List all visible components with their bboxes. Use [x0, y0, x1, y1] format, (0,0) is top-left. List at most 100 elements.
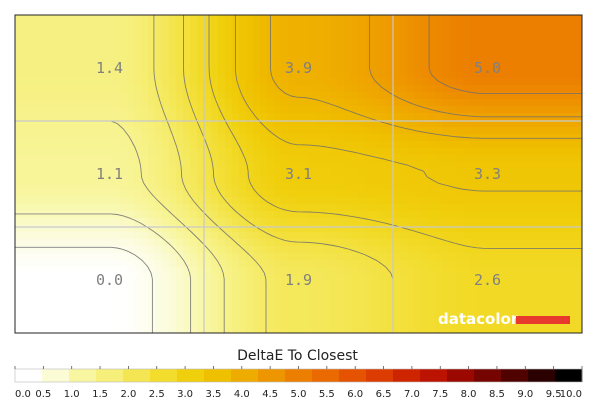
heat-cell — [155, 218, 163, 226]
heat-cell — [204, 92, 212, 100]
heat-cell — [78, 162, 86, 170]
heat-cell — [190, 43, 198, 51]
heat-cell — [204, 288, 212, 296]
heat-cell — [169, 281, 177, 289]
heat-cell — [148, 50, 156, 58]
heat-cell — [309, 141, 317, 149]
heat-cell — [358, 71, 366, 79]
heat-cell — [309, 29, 317, 37]
heat-cell — [253, 218, 261, 226]
heat-cell — [176, 50, 184, 58]
heat-cell — [372, 50, 380, 58]
heat-cell — [78, 288, 86, 296]
heat-cell — [575, 141, 582, 149]
heat-cell — [15, 106, 23, 114]
heat-cell — [197, 295, 205, 303]
heat-cell — [162, 211, 170, 219]
heat-cell — [134, 190, 142, 198]
heat-cell — [85, 316, 93, 324]
heat-cell — [561, 57, 569, 65]
heat-cell — [351, 57, 359, 65]
heat-cell — [533, 127, 541, 135]
heat-cell — [78, 295, 86, 303]
heat-cell — [239, 316, 247, 324]
heat-cell — [162, 57, 170, 65]
heat-cell — [246, 316, 254, 324]
heat-cell — [365, 204, 373, 212]
heat-cell — [302, 246, 310, 254]
heat-cell — [491, 99, 499, 107]
heat-cell — [575, 148, 582, 156]
heat-cell — [127, 169, 135, 177]
heat-cell — [316, 22, 324, 30]
brand-accent-bar — [516, 316, 570, 324]
heat-cell — [29, 57, 37, 65]
heat-cell — [85, 50, 93, 58]
heat-cell — [547, 36, 555, 44]
heat-cell — [540, 190, 548, 198]
heat-cell — [134, 78, 142, 86]
heat-cell — [351, 302, 359, 310]
heat-cell — [239, 71, 247, 79]
heat-cell — [505, 232, 513, 240]
heat-cell — [575, 204, 582, 212]
heat-cell — [491, 127, 499, 135]
heat-cell — [561, 218, 569, 226]
heat-cell — [561, 267, 569, 275]
heat-cell — [365, 239, 373, 247]
heat-cell — [505, 260, 513, 268]
heat-cell — [309, 281, 317, 289]
heat-cell — [36, 92, 44, 100]
heat-cell — [533, 288, 541, 296]
heat-cell — [267, 323, 275, 331]
heat-cell — [211, 22, 219, 30]
heat-cell — [330, 295, 338, 303]
heat-cell — [274, 323, 282, 331]
heat-cell — [22, 302, 30, 310]
heat-cell — [22, 197, 30, 205]
heat-cell — [190, 225, 198, 233]
heat-cell — [29, 15, 37, 23]
heat-cell — [323, 134, 331, 142]
heat-cell — [442, 120, 450, 128]
heat-cell — [113, 50, 121, 58]
heat-cell — [484, 78, 492, 86]
heat-cell — [43, 15, 51, 23]
heat-cell — [113, 295, 121, 303]
heat-cell — [288, 211, 296, 219]
heat-cell — [36, 85, 44, 93]
heat-cell — [393, 78, 401, 86]
heat-cell — [85, 148, 93, 156]
heat-cell — [183, 113, 191, 121]
heat-cell — [141, 309, 149, 317]
heat-cell — [540, 162, 548, 170]
heat-cell — [505, 253, 513, 261]
heat-cell — [442, 57, 450, 65]
heat-cell — [204, 302, 212, 310]
heat-cell — [225, 43, 233, 51]
heat-cell — [253, 246, 261, 254]
heat-cell — [309, 330, 317, 333]
heat-cell — [407, 43, 415, 51]
heat-cell — [141, 253, 149, 261]
heat-cell — [505, 85, 513, 93]
colorbar-swatch — [420, 369, 448, 382]
heat-cell — [141, 225, 149, 233]
heat-cell — [435, 50, 443, 58]
heat-cell — [197, 204, 205, 212]
heat-cell — [183, 197, 191, 205]
heat-cell — [43, 302, 51, 310]
heat-cell — [127, 106, 135, 114]
heat-cell — [519, 253, 527, 261]
heat-cell — [78, 225, 86, 233]
heat-cell — [211, 71, 219, 79]
heat-cell — [260, 127, 268, 135]
heat-cell — [162, 78, 170, 86]
heat-cell — [358, 176, 366, 184]
heat-cell — [295, 120, 303, 128]
heat-cell — [36, 309, 44, 317]
heat-cell — [512, 204, 520, 212]
heat-cell — [267, 197, 275, 205]
heat-cell — [106, 106, 114, 114]
heat-cell — [393, 120, 401, 128]
